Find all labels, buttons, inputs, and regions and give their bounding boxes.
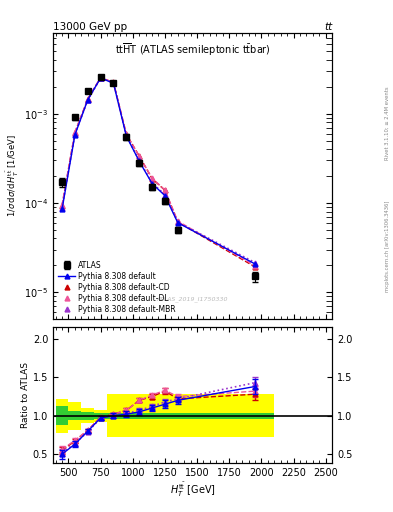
Legend: ATLAS, Pythia 8.308 default, Pythia 8.308 default-CD, Pythia 8.308 default-DL, P: ATLAS, Pythia 8.308 default, Pythia 8.30… [55, 258, 179, 316]
Text: tt: tt [324, 22, 332, 32]
Text: 13000 GeV pp: 13000 GeV pp [53, 22, 127, 32]
X-axis label: $H_T^{\mathrm{t\bar{t}}}$ [GeV]: $H_T^{\mathrm{t\bar{t}}}$ [GeV] [170, 481, 215, 499]
Text: mcplots.cern.ch [arXiv:1306.3436]: mcplots.cern.ch [arXiv:1306.3436] [385, 200, 389, 291]
Y-axis label: $1/\sigma\,\mathrm{d}\sigma / \mathrm{d}\,H_T^{\mathrm{t\bar{t}}}$ [1/GeV]: $1/\sigma\,\mathrm{d}\sigma / \mathrm{d}… [5, 135, 21, 218]
Y-axis label: Ratio to ATLAS: Ratio to ATLAS [21, 362, 30, 429]
Text: Rivet 3.1.10; ≥ 2.4M events: Rivet 3.1.10; ≥ 2.4M events [385, 86, 389, 160]
Text: ATLAS_2019_I1750330: ATLAS_2019_I1750330 [157, 296, 228, 302]
Text: tt$\overline{\mathrm{H}}$T (ATLAS semileptonic t$\bar{\mathrm{t}}$bar): tt$\overline{\mathrm{H}}$T (ATLAS semile… [115, 42, 270, 58]
